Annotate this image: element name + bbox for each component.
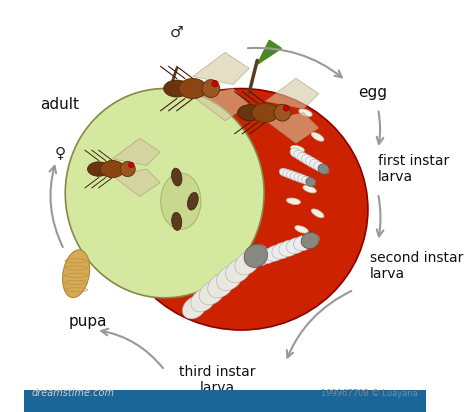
- Text: egg: egg: [358, 85, 387, 100]
- Circle shape: [212, 80, 218, 87]
- Ellipse shape: [306, 178, 316, 186]
- Ellipse shape: [161, 173, 201, 229]
- Ellipse shape: [301, 232, 319, 249]
- Polygon shape: [193, 89, 249, 121]
- Ellipse shape: [318, 164, 329, 174]
- Ellipse shape: [63, 250, 90, 297]
- Polygon shape: [112, 169, 160, 197]
- Ellipse shape: [235, 252, 259, 275]
- Ellipse shape: [226, 259, 251, 283]
- Ellipse shape: [100, 161, 124, 178]
- Circle shape: [283, 105, 290, 111]
- FancyArrowPatch shape: [50, 166, 63, 247]
- Ellipse shape: [191, 288, 215, 312]
- Ellipse shape: [265, 246, 285, 261]
- Ellipse shape: [311, 133, 324, 141]
- Text: second instar
larva: second instar larva: [370, 250, 463, 281]
- Ellipse shape: [302, 176, 312, 185]
- Text: ♀: ♀: [55, 145, 65, 160]
- Text: 199967708 © Luayana: 199967708 © Luayana: [321, 389, 418, 398]
- FancyArrowPatch shape: [377, 111, 383, 144]
- Polygon shape: [112, 138, 160, 166]
- Ellipse shape: [258, 248, 277, 264]
- Circle shape: [120, 162, 135, 177]
- Ellipse shape: [244, 245, 268, 267]
- Ellipse shape: [315, 165, 328, 173]
- Ellipse shape: [244, 244, 268, 267]
- Ellipse shape: [298, 152, 310, 163]
- Ellipse shape: [197, 159, 229, 179]
- Ellipse shape: [298, 175, 309, 184]
- Ellipse shape: [279, 168, 289, 176]
- Text: pupa: pupa: [69, 314, 108, 330]
- Ellipse shape: [172, 212, 182, 230]
- Ellipse shape: [252, 251, 270, 266]
- Ellipse shape: [272, 243, 292, 259]
- Ellipse shape: [314, 162, 325, 172]
- Ellipse shape: [279, 240, 299, 257]
- Ellipse shape: [301, 154, 314, 165]
- Ellipse shape: [294, 173, 305, 183]
- Text: ♂: ♂: [170, 25, 183, 40]
- Text: first instar
larva: first instar larva: [378, 154, 449, 184]
- Text: third instar
larva: third instar larva: [179, 365, 255, 396]
- FancyBboxPatch shape: [24, 391, 426, 412]
- Ellipse shape: [88, 162, 110, 176]
- Ellipse shape: [172, 168, 182, 186]
- Circle shape: [128, 162, 134, 168]
- Text: adult: adult: [40, 97, 79, 112]
- Polygon shape: [265, 78, 319, 109]
- Polygon shape: [257, 40, 282, 64]
- Ellipse shape: [286, 198, 301, 204]
- Ellipse shape: [299, 109, 312, 117]
- Ellipse shape: [182, 296, 206, 319]
- Ellipse shape: [283, 169, 293, 178]
- Circle shape: [274, 104, 291, 121]
- Ellipse shape: [179, 78, 207, 98]
- Ellipse shape: [290, 172, 301, 181]
- Ellipse shape: [208, 273, 234, 298]
- Ellipse shape: [286, 171, 297, 180]
- Ellipse shape: [217, 266, 242, 290]
- Circle shape: [202, 80, 220, 97]
- Polygon shape: [193, 52, 249, 84]
- Ellipse shape: [306, 178, 316, 186]
- Ellipse shape: [295, 226, 308, 233]
- Ellipse shape: [294, 150, 305, 160]
- Ellipse shape: [303, 185, 316, 193]
- Ellipse shape: [252, 103, 279, 122]
- Ellipse shape: [293, 235, 312, 251]
- Polygon shape: [265, 113, 319, 143]
- Ellipse shape: [237, 105, 263, 121]
- Polygon shape: [65, 89, 264, 298]
- FancyArrowPatch shape: [377, 196, 383, 236]
- Ellipse shape: [187, 192, 198, 210]
- FancyArrowPatch shape: [101, 329, 163, 368]
- FancyArrowPatch shape: [287, 291, 351, 358]
- Ellipse shape: [291, 145, 304, 152]
- Ellipse shape: [199, 281, 224, 305]
- Text: dreamstime.com: dreamstime.com: [32, 389, 115, 398]
- Ellipse shape: [318, 164, 329, 174]
- Ellipse shape: [310, 159, 321, 170]
- Ellipse shape: [311, 209, 324, 218]
- Ellipse shape: [286, 238, 306, 254]
- Ellipse shape: [164, 80, 190, 97]
- FancyArrowPatch shape: [248, 48, 342, 77]
- Ellipse shape: [305, 157, 318, 168]
- Ellipse shape: [301, 233, 319, 248]
- Ellipse shape: [114, 89, 368, 330]
- Ellipse shape: [290, 148, 301, 158]
